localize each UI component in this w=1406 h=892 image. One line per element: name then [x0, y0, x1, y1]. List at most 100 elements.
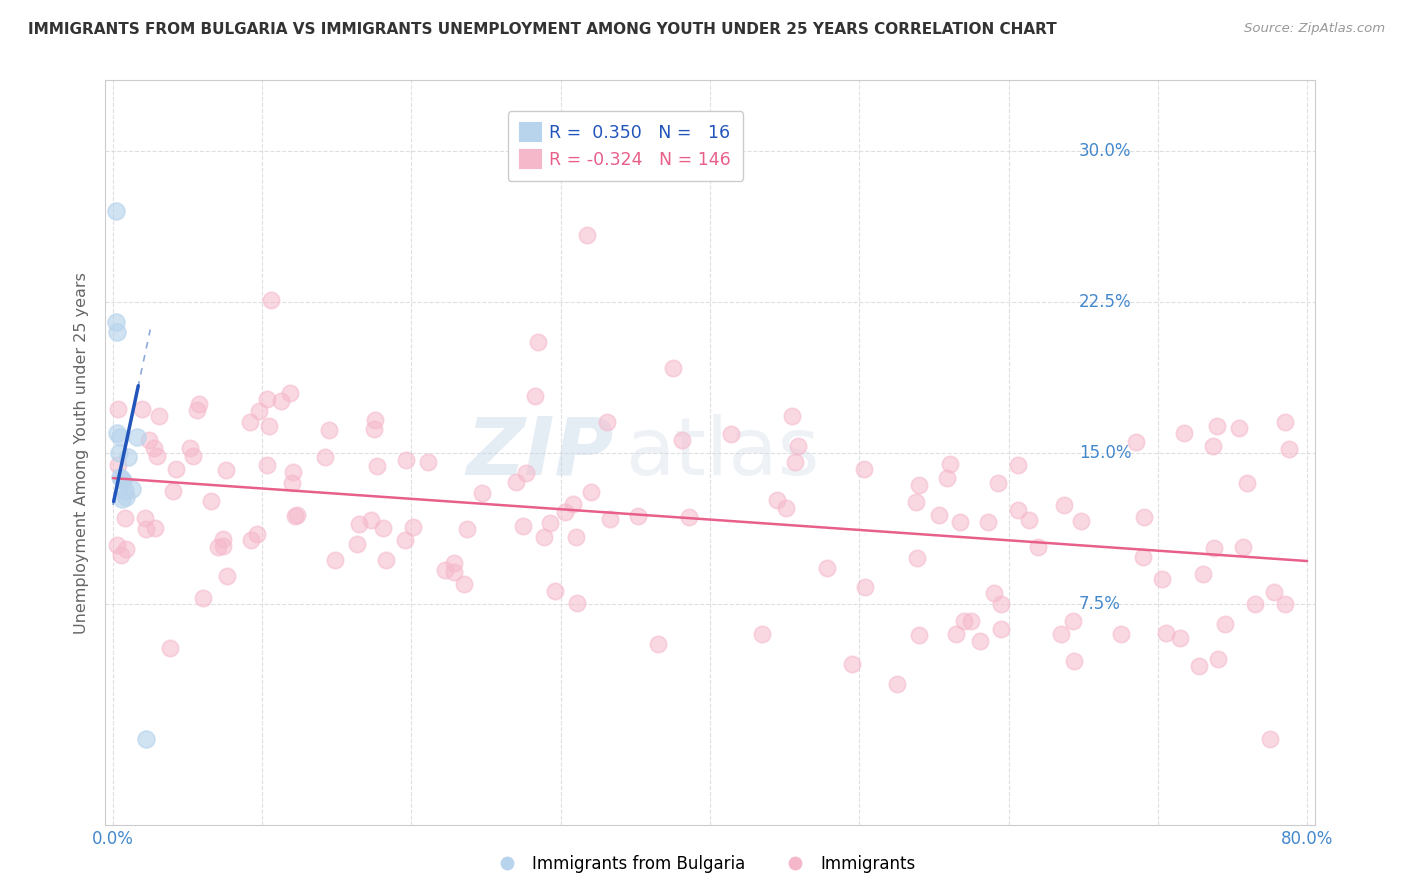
- Point: [366, 458, 388, 473]
- Point: [853, 462, 876, 476]
- Point: [1007, 502, 1029, 516]
- Point: [111, 472, 134, 486]
- Point: [115, 541, 138, 556]
- Point: [107, 458, 129, 473]
- Text: 7.5%: 7.5%: [1078, 595, 1121, 613]
- Point: [256, 392, 278, 406]
- Point: [908, 627, 931, 641]
- Point: [678, 510, 700, 524]
- Point: [148, 409, 170, 423]
- Point: [815, 561, 838, 575]
- Point: [453, 576, 475, 591]
- Point: [239, 533, 262, 548]
- Point: [471, 485, 494, 500]
- Point: [257, 418, 280, 433]
- Point: [1202, 541, 1225, 555]
- Point: [217, 568, 239, 582]
- Point: [512, 519, 534, 533]
- Point: [374, 552, 396, 566]
- Point: [908, 478, 931, 492]
- Point: [105, 537, 128, 551]
- Point: [533, 530, 555, 544]
- Point: [143, 521, 166, 535]
- Point: [524, 389, 547, 403]
- Text: 22.5%: 22.5%: [1078, 293, 1132, 310]
- Point: [1062, 614, 1084, 628]
- Point: [159, 640, 181, 655]
- Point: [162, 483, 184, 498]
- Point: [110, 429, 132, 443]
- Point: [146, 449, 169, 463]
- Point: [135, 522, 157, 536]
- Point: [627, 508, 650, 523]
- Legend: Immigrants from Bulgaria, Immigrants: Immigrants from Bulgaria, Immigrants: [484, 848, 922, 880]
- Point: [787, 439, 810, 453]
- Point: [1188, 658, 1211, 673]
- Text: 30.0%: 30.0%: [1078, 142, 1132, 160]
- Point: [945, 627, 967, 641]
- Point: [1244, 597, 1267, 611]
- Legend: R =  0.350   N =   16, R = -0.324   N = 146: R = 0.350 N = 16, R = -0.324 N = 146: [508, 112, 744, 181]
- Point: [323, 553, 346, 567]
- Point: [110, 548, 132, 562]
- Point: [105, 325, 128, 339]
- Point: [938, 458, 960, 472]
- Point: [1070, 514, 1092, 528]
- Point: [114, 510, 136, 524]
- Point: [671, 433, 693, 447]
- Point: [952, 614, 974, 628]
- Point: [115, 490, 138, 504]
- Point: [1133, 510, 1156, 524]
- Point: [108, 446, 131, 460]
- Point: [121, 482, 143, 496]
- Point: [1263, 585, 1285, 599]
- Point: [1152, 572, 1174, 586]
- Point: [990, 622, 1012, 636]
- Point: [256, 458, 278, 473]
- Point: [751, 627, 773, 641]
- Point: [270, 393, 292, 408]
- Point: [1232, 540, 1254, 554]
- Text: Source: ZipAtlas.com: Source: ZipAtlas.com: [1244, 22, 1385, 36]
- Point: [360, 513, 382, 527]
- Point: [402, 520, 425, 534]
- Point: [200, 493, 222, 508]
- Point: [575, 227, 598, 242]
- Point: [443, 565, 465, 579]
- Point: [1109, 627, 1132, 641]
- Point: [780, 409, 803, 424]
- Point: [363, 422, 385, 436]
- Point: [373, 521, 395, 535]
- Point: [1213, 616, 1236, 631]
- Point: [565, 530, 588, 544]
- Point: [928, 508, 950, 522]
- Point: [134, 510, 156, 524]
- Point: [212, 539, 235, 553]
- Point: [853, 580, 876, 594]
- Point: [246, 527, 269, 541]
- Point: [434, 563, 457, 577]
- Point: [1192, 566, 1215, 581]
- Point: [212, 533, 235, 547]
- Point: [959, 614, 981, 628]
- Point: [138, 433, 160, 447]
- Y-axis label: Unemployment Among Youth under 25 years: Unemployment Among Youth under 25 years: [75, 272, 90, 633]
- Point: [647, 637, 669, 651]
- Point: [135, 731, 157, 746]
- Point: [544, 584, 567, 599]
- Point: [1053, 498, 1076, 512]
- Point: [1206, 651, 1229, 665]
- Point: [554, 505, 576, 519]
- Point: [1125, 434, 1147, 449]
- Point: [281, 476, 304, 491]
- Point: [104, 204, 127, 219]
- Point: [599, 512, 621, 526]
- Point: [1202, 439, 1225, 453]
- Point: [886, 677, 908, 691]
- Point: [1274, 416, 1296, 430]
- Point: [179, 442, 201, 456]
- Point: [346, 537, 368, 551]
- Point: [949, 516, 972, 530]
- Point: [443, 556, 465, 570]
- Point: [661, 361, 683, 376]
